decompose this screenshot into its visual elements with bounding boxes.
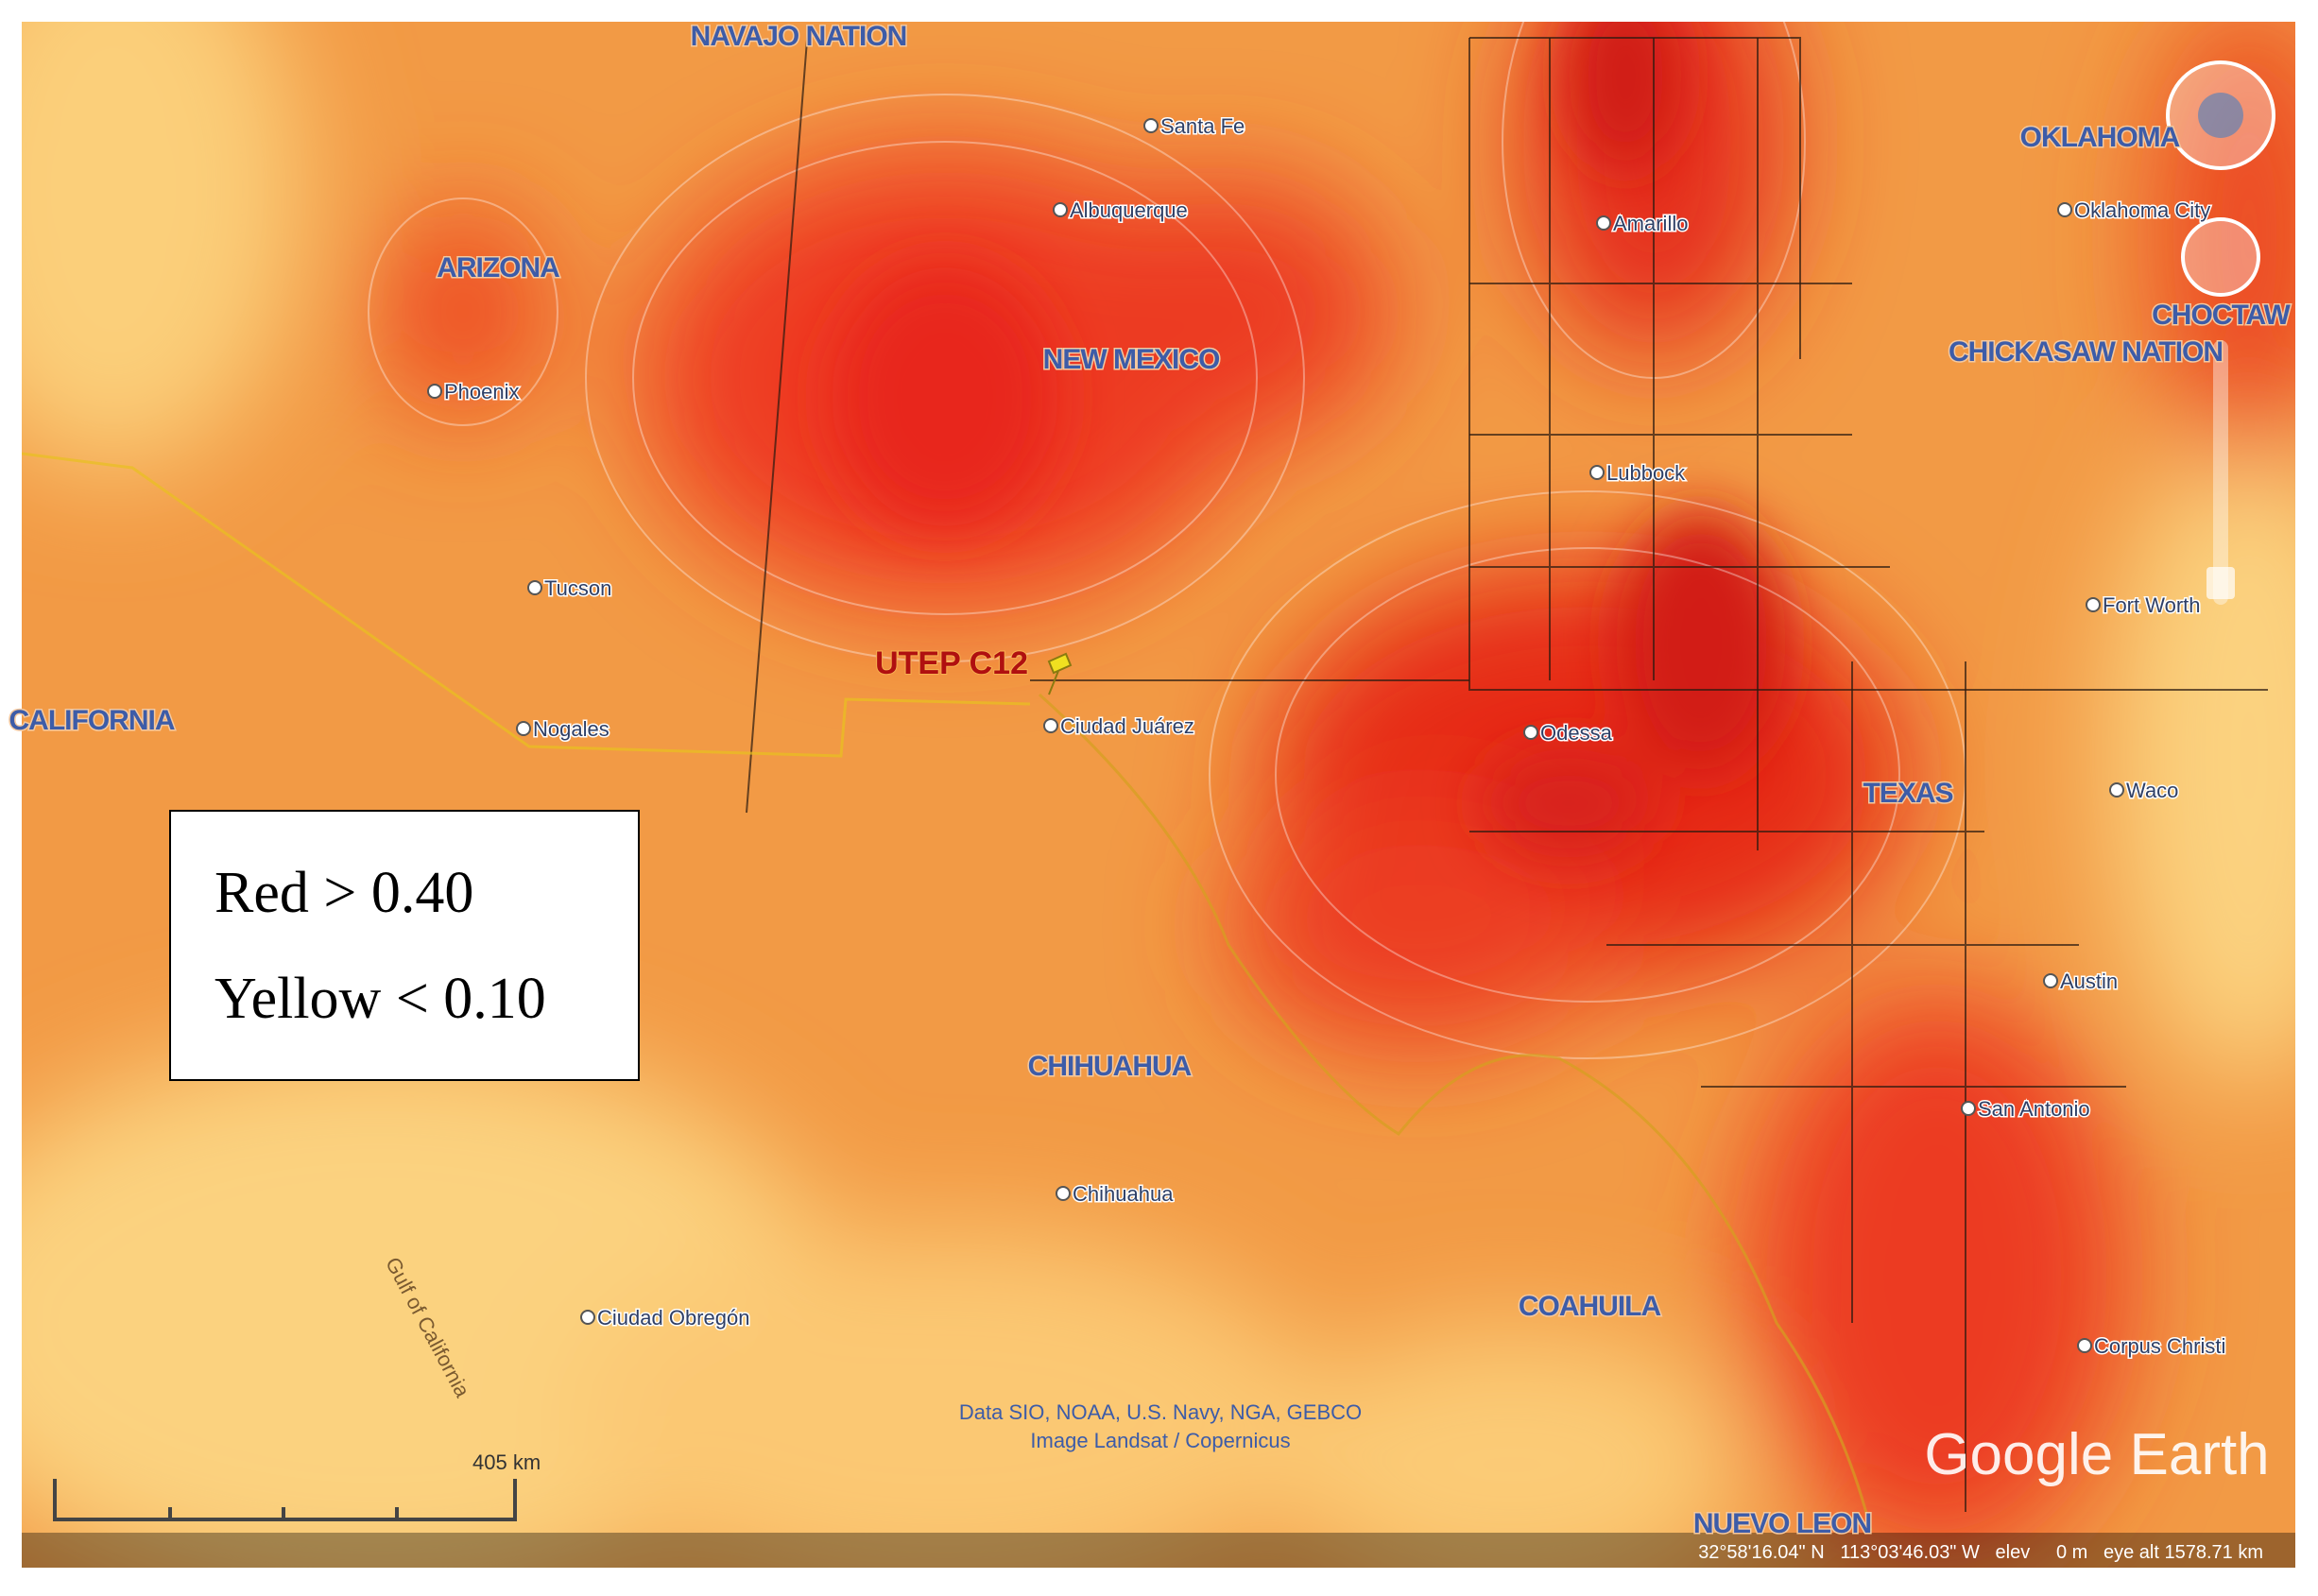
region-label: ARIZONA	[437, 252, 559, 283]
labels: NAVAJO NATION OKLAHOMA CHOCTAW CHICKASAW NA…	[8, 20, 2293, 1541]
city-label: Tucson	[544, 576, 611, 600]
city-label: Albuquerque	[1070, 198, 1188, 222]
navigation-controls[interactable]	[2166, 60, 2275, 605]
city-dot	[1053, 202, 1068, 217]
city-label: Waco	[2126, 779, 2178, 802]
city-dot	[2043, 973, 2058, 988]
city-label: Odessa	[1540, 721, 1613, 745]
city-dot	[2109, 782, 2124, 798]
city-dot	[427, 384, 442, 399]
region-label: CHICKASAW NATION	[1949, 336, 2223, 368]
region-label: CHIHUAHUA	[1028, 1051, 1192, 1082]
zoom-handle[interactable]	[2206, 567, 2235, 599]
city-label: Lubbock	[1606, 461, 1686, 485]
city-dot	[2077, 1338, 2092, 1353]
legend-box	[169, 810, 640, 1081]
city-dot	[1056, 1186, 1071, 1201]
city-label: Phoenix	[444, 380, 520, 403]
city-dot	[1961, 1101, 1976, 1116]
city-label: Oklahoma City	[2074, 198, 2210, 222]
city-dot	[2086, 597, 2101, 612]
region-label: NEW MEXICO	[1043, 344, 1220, 375]
region-label: CALIFORNIA	[9, 705, 175, 736]
city-label: San Antonio	[1978, 1097, 2090, 1121]
city-label: Nogales	[533, 717, 610, 741]
city-dot	[527, 580, 542, 595]
city-label: Ciudad Juárez	[1060, 714, 1194, 738]
city-label: Santa Fe	[1160, 114, 1245, 138]
city-label: Corpus Christi	[2094, 1334, 2225, 1358]
attribution: Data SIO, NOAA, U.S. Navy, NGA, GEBCO	[959, 1400, 1362, 1424]
attribution: Image Landsat / Copernicus	[1030, 1429, 1290, 1452]
marker-label: UTEP C12	[875, 645, 1028, 681]
scale-label: 405 km	[472, 1450, 541, 1474]
marker: UTEP C12	[874, 644, 1073, 695]
city-label: Fort Worth	[2103, 593, 2201, 617]
city-dot	[1143, 118, 1159, 133]
city-label: Amarillo	[1613, 212, 1688, 235]
region-label: NUEVO LEON	[1693, 1508, 1871, 1539]
city-label: Chihuahua	[1073, 1182, 1174, 1206]
legend: Red > 0.40 Yellow < 0.10	[169, 810, 640, 1081]
city-dot	[516, 721, 531, 736]
city-dot	[2057, 202, 2072, 217]
city-dot	[1596, 215, 1611, 231]
boundaries	[22, 27, 2268, 1532]
status-bar: 32°58'16.04" N 113°03'46.03" W elev 0 m …	[1698, 1542, 2263, 1563]
city-dot	[1589, 465, 1605, 480]
contours	[368, 22, 1966, 1059]
region-label: CHOCTAW	[2152, 300, 2291, 331]
scale-bar: 405 km	[53, 1450, 541, 1521]
logo: Google Earth	[1924, 1422, 2269, 1487]
region-label: TEXAS	[1863, 778, 1952, 809]
city-label: Ciudad Obregón	[597, 1306, 749, 1330]
legend-red: Red > 0.40	[215, 861, 473, 925]
city-dot	[580, 1310, 595, 1325]
legend-yellow: Yellow < 0.10	[215, 967, 546, 1031]
region-label: COAHUILA	[1519, 1291, 1661, 1322]
zoom-slider[interactable]	[2213, 340, 2228, 605]
region-label: NAVAJO NATION	[691, 21, 907, 52]
city-dot	[1523, 725, 1538, 740]
city-dot	[1043, 718, 1058, 733]
city-label: Austin	[2060, 970, 2118, 993]
move-control[interactable]	[2181, 217, 2260, 297]
region-label: OKLAHOMA	[2020, 122, 2180, 153]
